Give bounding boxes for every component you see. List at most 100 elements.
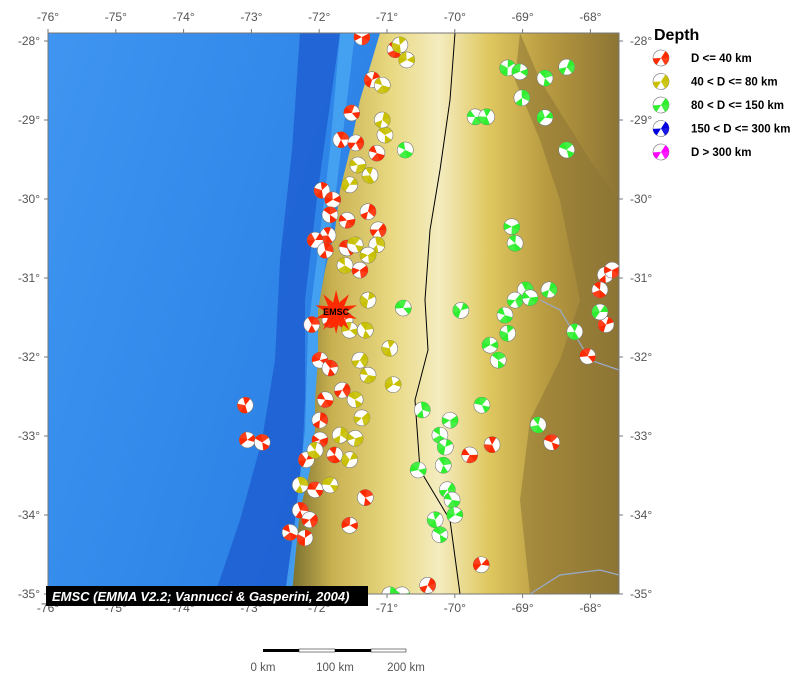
focal-mechanism-shallow[interactable] [357,200,380,223]
legend-swatch-icon[interactable] [650,94,672,116]
focal-mechanism-shallow[interactable] [368,219,389,240]
focal-mechanism-deep80[interactable] [505,290,526,311]
focal-mechanism-shallow[interactable] [351,261,369,279]
focal-mechanism-deep80[interactable] [426,510,445,529]
focal-mechanism-intermediate[interactable] [344,389,366,411]
focal-mechanism-intermediate[interactable] [371,74,394,97]
focal-mechanism-deep80[interactable] [434,456,452,474]
focal-mechanism-shallow[interactable] [577,346,598,367]
focal-mechanism-deep80[interactable] [450,299,473,322]
focal-mechanism-shallow[interactable] [331,379,353,401]
focal-mechanism-deep80[interactable] [555,139,578,162]
focal-mechanism-shallow[interactable] [319,227,337,245]
focal-mechanism-intermediate[interactable] [339,174,361,196]
focal-mechanism-intermediate[interactable] [329,424,351,446]
focal-mechanism-deep80[interactable] [481,336,499,354]
focal-mechanism-shallow[interactable] [325,445,344,464]
focal-mechanism-shallow[interactable] [595,313,618,336]
focal-mechanism-intermediate[interactable] [390,35,411,56]
focal-mechanism-intermediate[interactable] [398,51,415,69]
focal-mechanism-intermediate[interactable] [384,375,403,394]
focal-mechanism-shallow[interactable] [483,436,501,453]
focal-mechanism-intermediate[interactable] [359,246,377,264]
legend-swatch-icon[interactable] [650,141,672,163]
focal-mechanism-shallow[interactable] [540,431,563,454]
focal-mechanism-deep80[interactable] [529,415,548,434]
focal-mechanism-shallow[interactable] [304,479,326,501]
focal-mechanism-shallow[interactable] [309,409,331,431]
focal-mechanism-shallow[interactable] [471,555,492,576]
focal-mechanism-intermediate[interactable] [346,429,365,448]
focal-mechanism-intermediate[interactable] [352,408,372,428]
focal-mechanism-deep80[interactable] [488,350,509,371]
focal-mechanism-shallow[interactable] [366,142,389,165]
focal-mechanism-deep80[interactable] [511,87,532,108]
focal-mechanism-shallow[interactable] [355,488,375,508]
focal-mechanism-shallow[interactable] [345,132,366,153]
focal-mechanism-deep80[interactable] [511,63,529,81]
focal-mechanism-deep80[interactable] [441,411,459,429]
focal-mechanism-deep80[interactable] [520,288,540,308]
focal-mechanism-intermediate[interactable] [348,155,368,175]
focal-mechanism-shallow[interactable] [300,510,320,530]
focal-mechanism-deep80[interactable] [393,298,414,319]
focal-mechanism-intermediate[interactable] [357,364,379,386]
focal-mechanism-deep80[interactable] [494,304,517,327]
focal-mechanism-shallow[interactable] [319,204,341,226]
focal-mechanism-deep80[interactable] [393,585,412,604]
focal-mechanism-intermediate[interactable] [339,449,361,471]
map-area[interactable]: EMSC [48,29,620,606]
focal-mechanism-deep80[interactable] [412,400,432,420]
focal-mechanism-deep80[interactable] [478,108,495,126]
focal-mechanism-deep80[interactable] [441,489,463,511]
focal-mechanism-intermediate[interactable] [357,289,379,311]
legend-swatch-icon[interactable] [650,47,672,69]
focal-mechanism-deep80[interactable] [535,68,555,88]
focal-mechanism-intermediate[interactable] [380,339,399,358]
focal-mechanism-shallow[interactable] [324,191,342,209]
focal-mechanism-shallow[interactable] [353,29,371,46]
focal-mechanism-deep80[interactable] [434,436,456,458]
focal-mechanism-shallow[interactable] [304,229,326,251]
focal-mechanism-shallow[interactable] [416,574,439,597]
legend-swatch-icon[interactable] [650,71,672,93]
focal-mechanism-deep80[interactable] [555,56,578,79]
focal-mechanism-shallow[interactable] [279,521,302,544]
focal-mechanism-shallow[interactable] [332,131,350,149]
emsc-marker[interactable]: EMSC [315,290,358,334]
focal-mechanism-shallow[interactable] [337,210,357,230]
focal-mechanism-shallow[interactable] [603,261,620,279]
focal-mechanism-shallow[interactable] [341,516,359,534]
focal-mechanism-shallow[interactable] [314,389,336,411]
legend-swatch-icon[interactable] [650,118,672,140]
focal-mechanism-deep80[interactable] [394,139,416,161]
focal-mechanism-deep80[interactable] [446,506,465,525]
focal-mechanism-deep80[interactable] [535,107,555,127]
focal-mechanism-deep80[interactable] [429,524,451,546]
focal-mechanism-deep80[interactable] [471,394,494,417]
focal-mechanism-deep80[interactable] [566,323,584,341]
focal-mechanism-intermediate[interactable] [356,321,374,339]
focal-mechanism-deep80[interactable] [589,301,611,323]
focal-mechanism-deep80[interactable] [408,460,428,480]
focal-mechanism-shallow[interactable] [312,180,332,200]
focal-mechanism-intermediate[interactable] [349,349,371,371]
focal-mechanism-intermediate[interactable] [319,474,341,496]
focal-mechanism-intermediate[interactable] [291,476,309,494]
focal-mechanism-shallow[interactable] [251,431,273,453]
focal-mechanism-shallow[interactable] [341,103,362,124]
focal-mechanism-deep80[interactable] [505,233,526,254]
focal-mechanism-deep80[interactable] [538,279,561,302]
focal-mechanism-intermediate[interactable] [334,254,356,276]
focal-mechanism-shallow[interactable] [321,359,340,378]
focal-mechanism-shallow[interactable] [459,444,480,465]
focal-mechanism-deep80[interactable] [503,218,521,235]
focal-mechanism-shallow[interactable] [294,527,316,549]
focal-mechanism-shallow[interactable] [316,241,336,261]
focal-mechanism-intermediate[interactable] [374,124,395,145]
focal-mechanism-intermediate[interactable] [371,109,394,132]
focal-mechanism-intermediate[interactable] [344,234,367,257]
focal-mechanism-deep80[interactable] [497,323,518,344]
focal-mechanism-intermediate[interactable] [361,167,379,184]
focal-mechanism-shallow[interactable] [303,316,321,333]
